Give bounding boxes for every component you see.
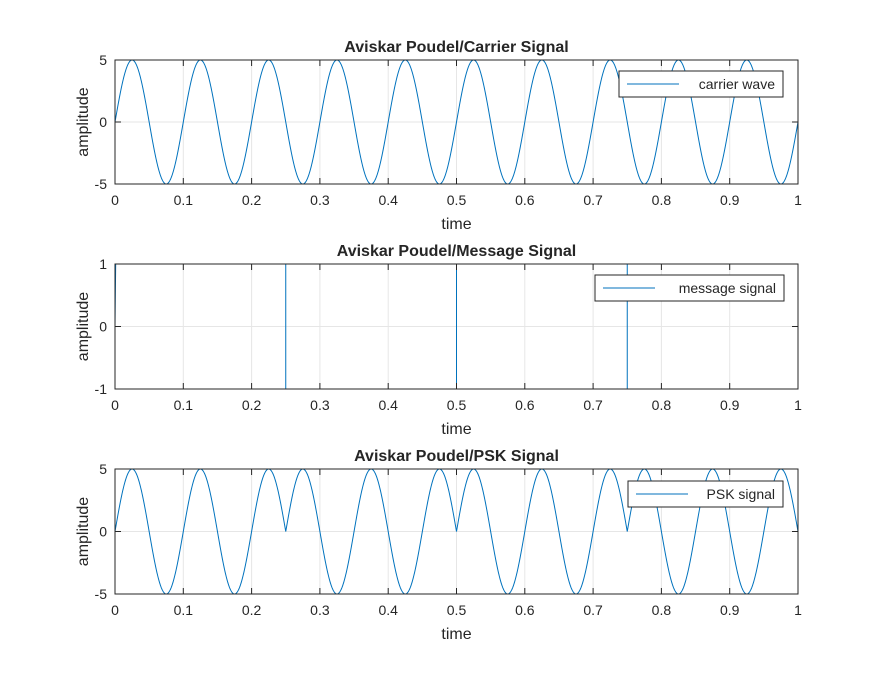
x-tick-label: 0.3 [310, 602, 330, 618]
x-tick-label: 0 [111, 602, 119, 618]
x-tick-label: 0.3 [310, 397, 330, 413]
x-tick-label: 0 [111, 397, 119, 413]
legend: message signal [594, 274, 785, 302]
y-tick-label: -5 [95, 586, 108, 602]
x-tick-label: 0.2 [242, 602, 262, 618]
chart-title: Aviskar Poudel/Carrier Signal [344, 39, 568, 56]
x-tick-label: 0.8 [652, 397, 672, 413]
x-tick-label: 0.6 [515, 397, 535, 413]
y-tick-label: 5 [99, 52, 107, 68]
y-tick-label: 0 [99, 114, 107, 130]
chart-title: Aviskar Poudel/Message Signal [337, 243, 577, 260]
legend: PSK signal [627, 480, 784, 508]
x-tick-label: 1 [794, 192, 802, 208]
x-axis-label: time [441, 216, 471, 233]
subplot-3: 0 0.1 0.2 0.3 0.4 0.5 0.6 0.7 0.8 0.9 1-505Aviskar… [75, 448, 802, 643]
subplot-1: 0 0.1 0.2 0.3 0.4 0.5 0.6 0.7 0.8 0.9 1-505Aviskar… [75, 39, 802, 233]
series-line-psk-signal [114, 468, 799, 595]
legend: carrier wave [618, 70, 784, 98]
y-tick-label: -5 [95, 176, 108, 192]
y-tick-label: 0 [99, 524, 107, 540]
x-tick-label: 0.7 [583, 397, 603, 413]
y-axis-label: amplitude [75, 497, 92, 566]
y-tick-label: 0 [99, 319, 107, 335]
x-tick-label: 0.4 [378, 192, 398, 208]
x-tick-label: 0.7 [583, 192, 603, 208]
x-tick-label: 0.2 [242, 192, 262, 208]
y-tick-label: 1 [99, 256, 107, 272]
x-tick-label: 0.2 [242, 397, 262, 413]
y-axis-label: amplitude [75, 87, 92, 156]
legend-label: carrier wave [699, 76, 775, 92]
x-tick-label: 0.9 [720, 602, 740, 618]
x-tick-label: 0.5 [447, 397, 467, 413]
x-tick-label: 0.6 [515, 192, 535, 208]
x-tick-label: 0.9 [720, 192, 740, 208]
x-tick-label: 1 [794, 602, 802, 618]
legend-label: message signal [679, 280, 776, 296]
x-tick-label: 0.4 [378, 602, 398, 618]
x-tick-label: 0.5 [447, 192, 467, 208]
subplot-2: 0 0.1 0.2 0.3 0.4 0.5 0.6 0.7 0.8 0.9 1-101Aviskar… [75, 243, 802, 438]
x-axis-label: time [441, 626, 471, 643]
y-axis-label: amplitude [75, 292, 92, 361]
x-tick-label: 0.5 [447, 602, 467, 618]
x-tick-label: 0.1 [174, 192, 194, 208]
x-tick-label: 0.1 [174, 602, 194, 618]
x-tick-label: 1 [794, 397, 802, 413]
x-axis-label: time [441, 421, 471, 438]
x-tick-label: 0.7 [583, 602, 603, 618]
x-tick-label: 0 [111, 192, 119, 208]
x-tick-label: 0.9 [720, 397, 740, 413]
x-tick-label: 0.4 [378, 397, 398, 413]
x-tick-label: 0.1 [174, 397, 194, 413]
x-tick-label: 0.8 [652, 602, 672, 618]
series-line-carrier-wave [114, 59, 799, 185]
x-tick-label: 0.8 [652, 192, 672, 208]
chart-title: Aviskar Poudel/PSK Signal [354, 448, 559, 465]
y-tick-label: 5 [99, 461, 107, 477]
x-tick-label: 0.6 [515, 602, 535, 618]
x-tick-label: 0.3 [310, 192, 330, 208]
y-tick-label: -1 [95, 381, 108, 397]
legend-label: PSK signal [707, 486, 775, 502]
